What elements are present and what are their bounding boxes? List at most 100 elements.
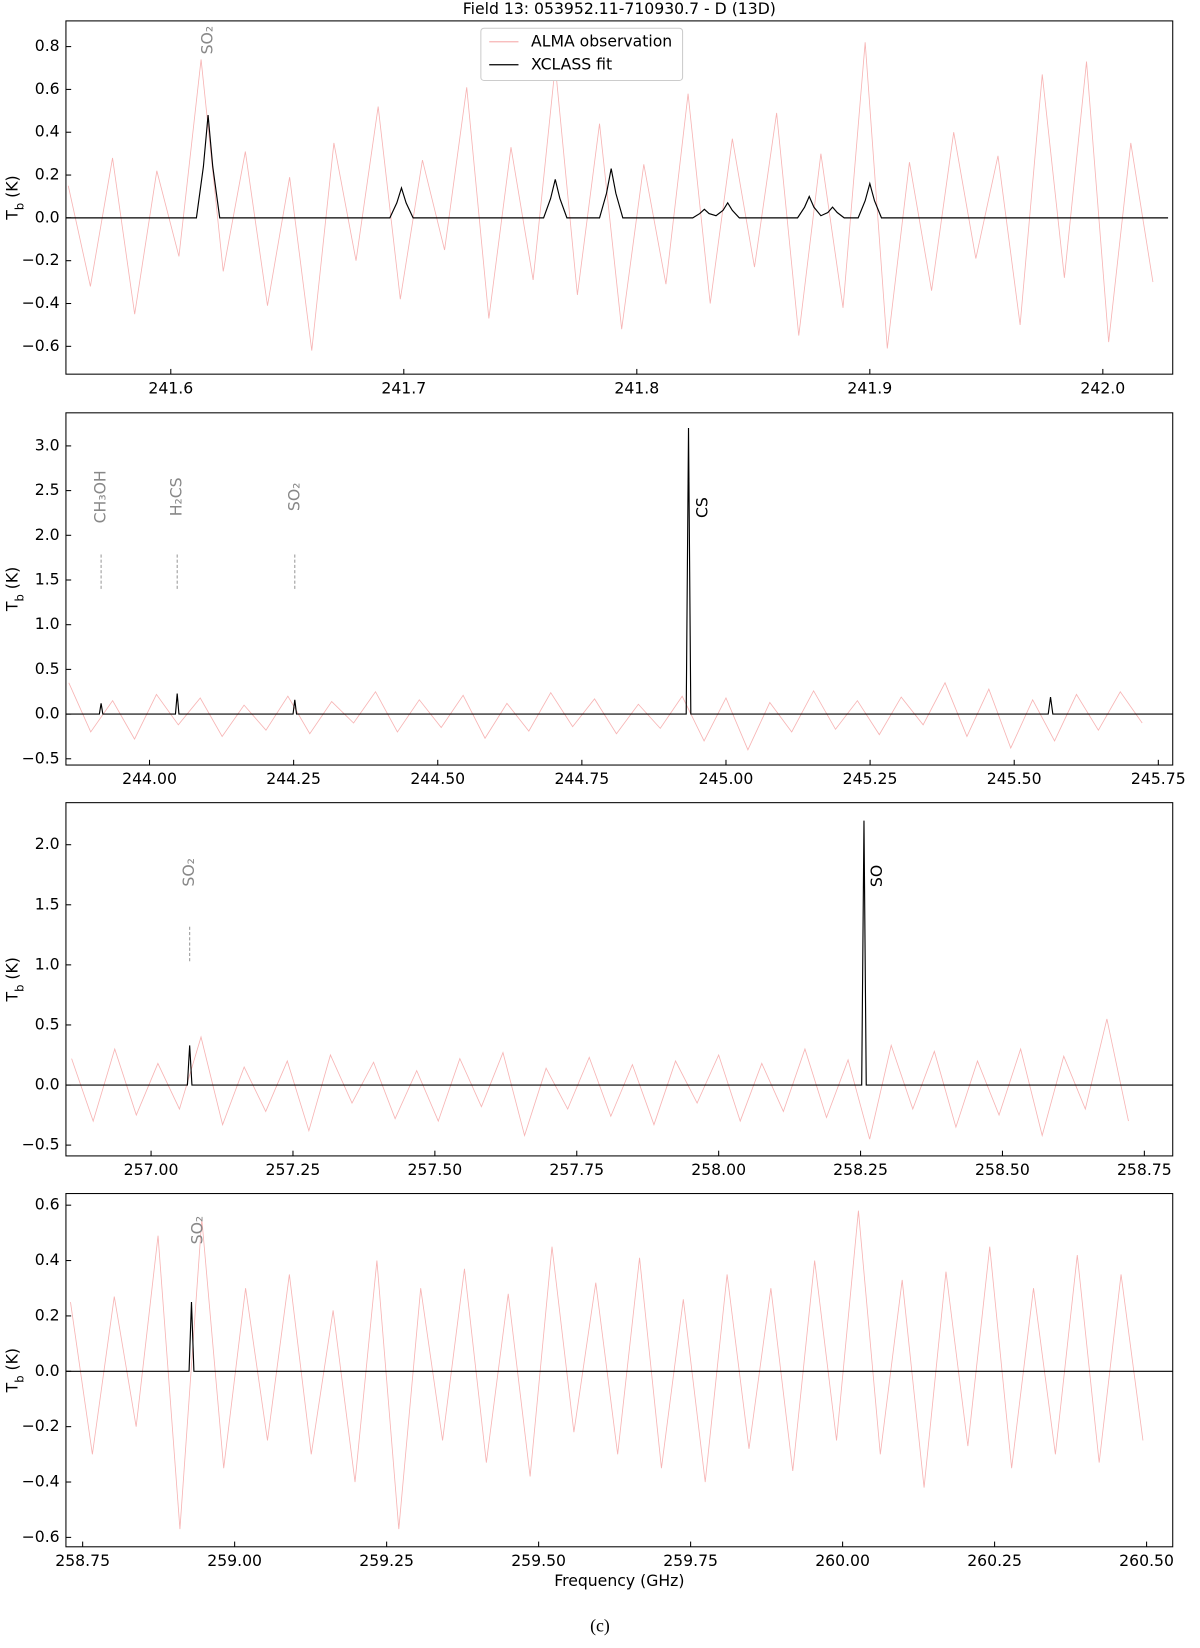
x-tick-label: 241.8: [614, 378, 659, 397]
y-tick-label: 0.0: [35, 1361, 60, 1380]
y-axis-label: Tb (K): [2, 1348, 26, 1393]
axes-frame: [65, 1193, 1174, 1548]
x-tick-label: 245.25: [843, 769, 898, 788]
axes-frame: [65, 20, 1174, 375]
x-tick-label: 259.50: [511, 1551, 566, 1570]
y-tick-label: 1.0: [35, 614, 60, 633]
y-label-sub: b: [12, 594, 26, 601]
x-tick-label: 257.75: [549, 1160, 604, 1179]
axes-frame: [65, 802, 1174, 1157]
annotation: SO₂: [284, 483, 303, 512]
caption: (c): [590, 1615, 610, 1635]
x-tick-label: 259.25: [359, 1551, 414, 1570]
y-tick-label: 0.2: [35, 1305, 60, 1324]
legend-label: XCLASS fit: [531, 54, 612, 73]
y-tick-label: 0.8: [35, 36, 60, 55]
y-label-sub: b: [12, 1375, 26, 1382]
y-tick-label: −0.6: [22, 336, 60, 355]
y-label-main: T: [2, 210, 21, 221]
y-tick-label: 0.5: [35, 659, 60, 678]
chart-title: Field 13: 053952.11-710930.7 - D (13D): [463, 0, 776, 18]
series-line: [65, 1302, 1173, 1372]
y-tick-label: 0.0: [35, 704, 60, 723]
x-tick-label: 259.75: [663, 1551, 718, 1570]
x-tick-label: 258.25: [833, 1160, 888, 1179]
y-tick-label: 0.5: [35, 1014, 60, 1033]
y-label-main: T: [2, 1382, 21, 1393]
x-tick-label: 245.75: [1131, 769, 1186, 788]
y-label-main: T: [2, 991, 21, 1002]
x-tick-label: 259.00: [207, 1551, 262, 1570]
y-tick-label: −0.4: [22, 1472, 60, 1491]
x-tick-label: 257.25: [266, 1160, 321, 1179]
x-tick-label: 245.00: [699, 769, 754, 788]
y-label-rest: (K): [2, 567, 21, 594]
x-tick-label: 260.50: [1119, 1551, 1174, 1570]
x-tick-label: 245.50: [987, 769, 1042, 788]
annotation: CS: [692, 497, 711, 518]
y-tick-label: 0.0: [35, 1075, 60, 1094]
y-tick-label: 1.5: [35, 894, 60, 913]
x-tick-label: 258.75: [1117, 1160, 1172, 1179]
x-tick-label: 258.00: [691, 1160, 746, 1179]
x-axis-label: Frequency (GHz): [554, 1571, 684, 1590]
y-axis-label: Tb (K): [2, 175, 26, 220]
y-tick-label: 0.6: [35, 79, 60, 98]
x-tick-label: 244.00: [122, 769, 177, 788]
series-line: [65, 428, 1173, 715]
y-tick-label: −0.5: [22, 748, 60, 767]
y-label-rest: (K): [2, 175, 21, 202]
y-tick-label: 1.5: [35, 569, 60, 588]
y-tick-label: −0.6: [22, 1527, 60, 1546]
legend-box: [480, 27, 684, 81]
y-axis-label: Tb (K): [2, 957, 26, 1002]
x-tick-label: 244.50: [410, 769, 465, 788]
y-tick-label: 0.2: [35, 165, 60, 184]
y-label-rest: (K): [2, 1348, 21, 1375]
y-label-sub: b: [12, 985, 26, 992]
y-tick-label: −0.5: [22, 1135, 60, 1154]
annotation: CH₃OH: [91, 470, 110, 523]
annotation: SO: [867, 865, 886, 887]
annotation: H₂CS: [167, 477, 186, 516]
legend-label: ALMA observation: [531, 31, 672, 50]
y-tick-label: 2.0: [35, 525, 60, 544]
y-label-rest: (K): [2, 957, 21, 984]
x-tick-label: 244.75: [554, 769, 609, 788]
x-tick-label: 242.0: [1080, 378, 1125, 397]
series-line: [68, 681, 1143, 751]
axes-frame: [65, 412, 1174, 766]
x-tick-label: 241.6: [148, 378, 193, 397]
y-tick-label: −0.4: [22, 293, 60, 312]
series-line: [70, 1210, 1144, 1530]
x-tick-label: 257.50: [407, 1160, 462, 1179]
x-tick-label: 260.25: [967, 1551, 1022, 1570]
y-tick-label: 2.5: [35, 480, 60, 499]
x-tick-label: 257.00: [124, 1160, 179, 1179]
y-axis-label: Tb (K): [2, 567, 26, 612]
y-tick-label: 0.0: [35, 207, 60, 226]
annotation: SO₂: [198, 26, 217, 55]
y-label-sub: b: [12, 203, 26, 210]
y-tick-label: 0.4: [35, 1250, 60, 1269]
y-tick-label: −0.2: [22, 1416, 60, 1435]
y-tick-label: −0.2: [22, 250, 60, 269]
y-tick-label: 0.6: [35, 1195, 60, 1214]
y-label-main: T: [2, 601, 21, 612]
x-tick-label: 241.7: [381, 378, 426, 397]
y-tick-label: 2.0: [35, 834, 60, 853]
x-tick-label: 244.25: [266, 769, 321, 788]
series-line: [65, 820, 1173, 1086]
x-tick-label: 258.50: [975, 1160, 1030, 1179]
x-tick-label: 241.9: [847, 378, 892, 397]
series-line: [67, 42, 1154, 351]
annotation: SO₂: [179, 858, 198, 887]
annotation: SO₂: [188, 1216, 207, 1245]
series-line: [65, 115, 1169, 219]
series-line: [71, 1018, 1129, 1140]
y-tick-label: 3.0: [35, 435, 60, 454]
x-tick-label: 260.00: [815, 1551, 870, 1570]
y-tick-label: 0.4: [35, 122, 60, 141]
